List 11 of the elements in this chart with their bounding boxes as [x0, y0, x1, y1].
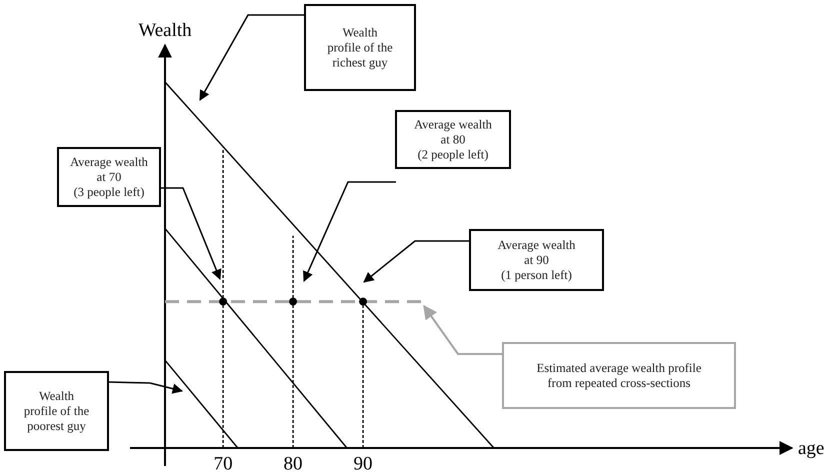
annotation: Average wealth at 90 (1 person left)	[498, 238, 576, 282]
text: Average wealth at 70 (3 people left)	[70, 155, 149, 199]
text: Wealth profile of the poorest guy	[24, 389, 90, 433]
x-axis-title: age	[798, 438, 824, 459]
y-axis-title: Wealth	[138, 20, 192, 41]
x-tick-label: 90	[354, 453, 373, 473]
x-tick-label: 80	[284, 453, 303, 473]
annotation: Average wealth at 80 (2 people left)	[414, 118, 493, 162]
annotation: Estimated average wealth profile from repeated cross-sections	[536, 361, 702, 390]
text: Wealth profile of the richest guy	[327, 26, 394, 70]
x-tick-label: 70	[214, 453, 233, 473]
